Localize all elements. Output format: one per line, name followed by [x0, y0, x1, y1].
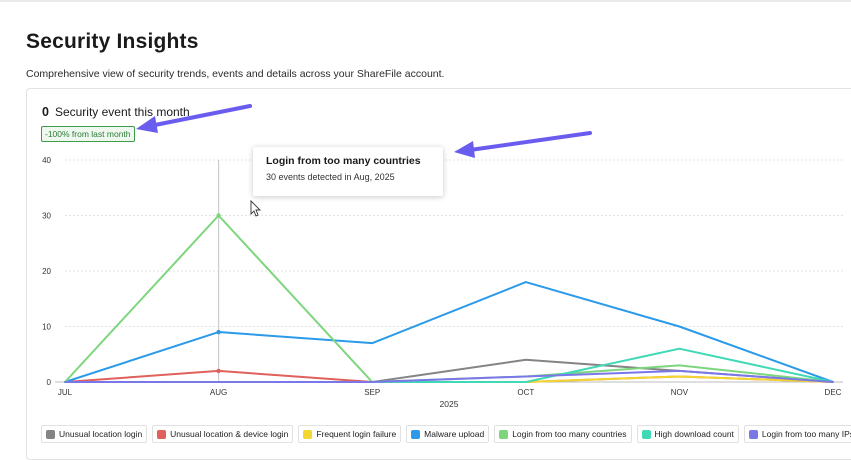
legend-item[interactable]: Malware upload [406, 425, 490, 443]
data-point [524, 381, 527, 383]
data-point [217, 381, 220, 383]
data-point [832, 381, 834, 383]
series-line [64, 281, 834, 383]
data-point [678, 364, 681, 367]
series-line [65, 369, 834, 383]
legend-item[interactable]: Login from too many IPs [743, 425, 851, 443]
legend-item[interactable]: Unusual location & device login [152, 425, 294, 443]
legend-label: Login from too many countries [512, 429, 627, 439]
data-point [524, 375, 527, 378]
y-tick-label: 30 [42, 212, 51, 221]
data-point [678, 375, 681, 378]
x-axis-label: 2025 [440, 399, 459, 409]
legend-swatch [748, 429, 758, 439]
legend-swatch [641, 429, 651, 439]
legend-label: Login from too many IPs [761, 429, 851, 439]
y-tick-label: 40 [42, 156, 51, 165]
change-badge: -100% from last month [41, 126, 135, 142]
legend-item[interactable]: Unusual location login [41, 425, 148, 443]
x-tick-label: NOV [671, 388, 689, 397]
annotation-arrow-1 [136, 104, 252, 133]
grid-lines [55, 159, 843, 383]
event-count: 0 [42, 105, 49, 119]
annotation-arrow-2 [454, 131, 592, 158]
series-lines [64, 213, 834, 383]
data-point [524, 358, 527, 361]
data-point [216, 213, 221, 218]
x-tick-label: JUL [58, 388, 73, 397]
x-tick-label: AUG [210, 388, 227, 397]
legend-swatch [411, 429, 421, 439]
legend-label: High download count [654, 429, 734, 439]
legend-swatch [46, 429, 55, 439]
top-divider [0, 0, 851, 2]
legend-label: Malware upload [424, 429, 485, 439]
data-point [371, 342, 374, 345]
legend-item[interactable]: Frequent login failure [298, 425, 402, 443]
tooltip-title: Login from too many countries [266, 155, 421, 167]
tooltip-detail: 30 events detected in Aug, 2025 [266, 172, 395, 182]
x-tick-label: OCT [517, 388, 534, 397]
legend-item[interactable]: High download count [636, 425, 739, 443]
data-point [64, 381, 66, 383]
cursor-icon [250, 199, 262, 217]
legend-swatch [499, 429, 509, 439]
data-point [524, 281, 527, 283]
x-tick-label: SEP [364, 388, 380, 397]
data-point [216, 329, 221, 335]
legend-label: Unusual location & device login [170, 429, 289, 439]
page-title: Security Insights [26, 30, 199, 53]
data-point [678, 370, 681, 372]
legend-label: Frequent login failure [316, 429, 397, 439]
legend-label: Unusual location login [59, 429, 143, 439]
y-tick-label: 0 [47, 378, 52, 387]
data-point [678, 347, 681, 350]
page-subtitle: Comprehensive view of security trends, e… [26, 68, 445, 80]
chart-tooltip: Login from too many countries 30 events … [253, 147, 443, 196]
data-point [371, 381, 374, 383]
y-axis: 0 10 20 30 40 [42, 156, 51, 387]
series-line [64, 369, 834, 383]
legend-item[interactable]: Login from too many countries [494, 425, 632, 443]
event-count-row: 0 Security event this month [42, 105, 190, 119]
event-count-label: Security event this month [54, 105, 190, 119]
y-tick-label: 20 [42, 267, 51, 276]
legend-swatch [157, 429, 167, 439]
chart-legend: Unusual location login Unusual location &… [41, 425, 851, 443]
legend-swatch [303, 429, 313, 439]
data-point [678, 325, 681, 328]
x-axis: JUL AUG SEP OCT NOV DEC [58, 388, 842, 397]
x-tick-label: DEC [825, 388, 842, 397]
y-tick-label: 10 [42, 323, 51, 332]
data-point [216, 368, 221, 374]
